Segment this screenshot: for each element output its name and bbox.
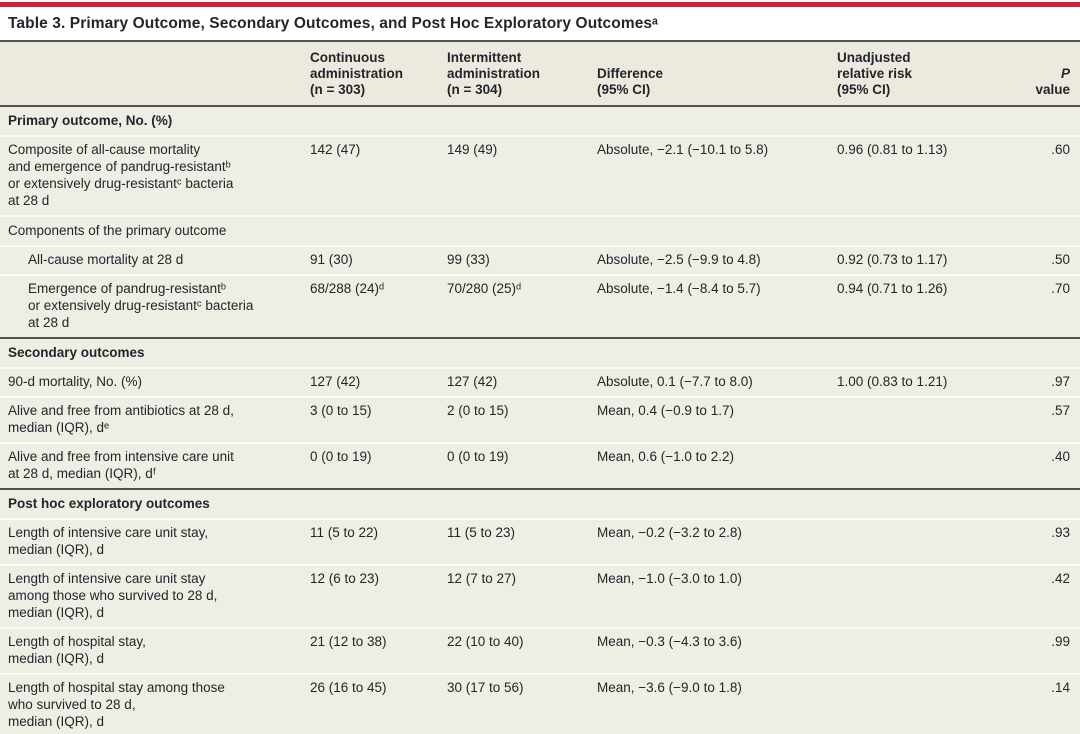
outcome-label: Length of hospital stay, median (IQR), d — [8, 634, 146, 666]
p-value: .93 — [1051, 525, 1070, 540]
continuous-value: 127 (42) — [310, 374, 361, 389]
outcome-label: Alive and free from intensive care unit … — [8, 449, 234, 481]
outcome-label: Alive and free from antibiotics at 28 d,… — [8, 403, 234, 435]
p-value: .97 — [1051, 374, 1070, 389]
difference-value: Mean, 0.4 (−0.9 to 1.7) — [597, 403, 734, 418]
p-value: .14 — [1051, 680, 1070, 695]
relative-risk-value: 1.00 (0.83 to 1.21) — [837, 374, 948, 389]
continuous-value: 91 (30) — [310, 252, 353, 267]
section-label: Secondary outcomes — [8, 345, 145, 360]
p-value: .99 — [1051, 634, 1070, 649]
difference-value: Mean, −0.2 (−3.2 to 2.8) — [597, 525, 742, 540]
continuous-value: 21 (12 to 38) — [310, 634, 387, 649]
section-header-row: Secondary outcomes — [0, 337, 1080, 367]
intermittent-value: 12 (7 to 27) — [447, 571, 517, 586]
continuous-value: 12 (6 to 23) — [310, 571, 380, 586]
difference-value: Absolute, −2.5 (−9.9 to 4.8) — [597, 252, 761, 267]
table-row: Emergence of pandrug-resistantᵇ or exten… — [0, 274, 1080, 337]
intermittent-value: 70/280 (25)ᵈ — [447, 281, 522, 296]
p-italic: P — [1060, 66, 1070, 81]
section-header-row: Post hoc exploratory outcomes — [0, 488, 1080, 518]
intermittent-value: 149 (49) — [447, 142, 498, 157]
p-value: .70 — [1051, 281, 1070, 296]
table-row: Length of hospital stay, median (IQR), d… — [0, 627, 1080, 673]
difference-value: Mean, −3.6 (−9.0 to 1.8) — [597, 680, 742, 695]
outcomes-table: Continuous administration (n = 303) Inte… — [0, 40, 1080, 734]
relative-risk-value: 0.94 (0.71 to 1.26) — [837, 281, 948, 296]
section-label: Components of the primary outcome — [8, 223, 227, 238]
outcome-label: Composite of all-cause mortality and eme… — [8, 142, 234, 208]
section-label: Post hoc exploratory outcomes — [8, 496, 210, 511]
relative-risk-value: 0.96 (0.81 to 1.13) — [837, 142, 948, 157]
table-title: Table 3. Primary Outcome, Secondary Outc… — [8, 15, 659, 32]
column-header-p-value: P value — [1027, 66, 1080, 98]
section-header-row: Primary outcome, No. (%) — [0, 107, 1080, 135]
table-header-row: Continuous administration (n = 303) Inte… — [0, 40, 1080, 107]
outcome-label: All-cause mortality at 28 d — [28, 252, 184, 267]
relative-risk-value — [837, 398, 1027, 442]
p-value: .57 — [1051, 403, 1070, 418]
table-row: Composite of all-cause mortality and eme… — [0, 135, 1080, 215]
outcome-label: Emergence of pandrug-resistantᵇ or exten… — [28, 281, 254, 330]
accent-bar — [0, 2, 1080, 7]
relative-risk-value: 0.92 (0.73 to 1.17) — [837, 252, 948, 267]
relative-risk-value — [837, 566, 1027, 627]
table-row: Length of intensive care unit stay, medi… — [0, 518, 1080, 564]
p-value: .50 — [1051, 252, 1070, 267]
intermittent-value: 0 (0 to 19) — [447, 449, 509, 464]
table-row: All-cause mortality at 28 d 91 (30) 99 (… — [0, 245, 1080, 274]
table-row: Alive and free from intensive care unit … — [0, 442, 1080, 488]
continuous-value: 11 (5 to 22) — [310, 525, 379, 540]
difference-value: Mean, −1.0 (−3.0 to 1.0) — [597, 571, 742, 586]
table-row: Length of intensive care unit stay among… — [0, 564, 1080, 627]
intermittent-value: 11 (5 to 23) — [447, 525, 516, 540]
section-header-row: Components of the primary outcome — [0, 215, 1080, 245]
relative-risk-value — [837, 675, 1027, 734]
intermittent-value: 2 (0 to 15) — [447, 403, 509, 418]
p-value: .42 — [1051, 571, 1070, 586]
outcome-label: Length of hospital stay among those who … — [8, 680, 225, 729]
p-value: .40 — [1051, 449, 1070, 464]
table-body: Primary outcome, No. (%) Composite of al… — [0, 107, 1080, 734]
continuous-value: 142 (47) — [310, 142, 361, 157]
intermittent-value: 30 (17 to 56) — [447, 680, 524, 695]
outcome-label: Length of intensive care unit stay among… — [8, 571, 218, 620]
relative-risk-value — [837, 629, 1027, 673]
outcome-label: Length of intensive care unit stay, medi… — [8, 525, 209, 557]
difference-value: Mean, −0.3 (−4.3 to 3.6) — [597, 634, 742, 649]
difference-value: Absolute, 0.1 (−7.7 to 8.0) — [597, 374, 753, 389]
column-header-continuous: Continuous administration (n = 303) — [310, 50, 404, 97]
continuous-value: 0 (0 to 19) — [310, 449, 372, 464]
continuous-value: 26 (16 to 45) — [310, 680, 387, 695]
difference-value: Mean, 0.6 (−1.0 to 2.2) — [597, 449, 734, 464]
table-row: 90-d mortality, No. (%) 127 (42) 127 (42… — [0, 367, 1080, 396]
p-value: .60 — [1051, 142, 1070, 157]
relative-risk-value — [837, 520, 1027, 564]
column-header-difference: Difference (95% CI) — [597, 66, 664, 97]
intermittent-value: 22 (10 to 40) — [447, 634, 524, 649]
p-rest: value — [1035, 82, 1070, 97]
difference-value: Absolute, −1.4 (−8.4 to 5.7) — [597, 281, 761, 296]
difference-value: Absolute, −2.1 (−10.1 to 5.8) — [597, 142, 769, 157]
column-header-relative-risk: Unadjusted relative risk (95% CI) — [837, 50, 913, 97]
continuous-value: 3 (0 to 15) — [310, 403, 372, 418]
table-row: Alive and free from antibiotics at 28 d,… — [0, 396, 1080, 442]
intermittent-value: 127 (42) — [447, 374, 498, 389]
section-label: Primary outcome, No. (%) — [8, 113, 173, 128]
relative-risk-value — [837, 444, 1027, 488]
continuous-value: 68/288 (24)ᵈ — [310, 281, 385, 296]
column-header-intermittent: Intermittent administration (n = 304) — [447, 50, 541, 97]
intermittent-value: 99 (33) — [447, 252, 490, 267]
outcome-label: 90-d mortality, No. (%) — [8, 374, 143, 389]
table-row: Length of hospital stay among those who … — [0, 673, 1080, 734]
